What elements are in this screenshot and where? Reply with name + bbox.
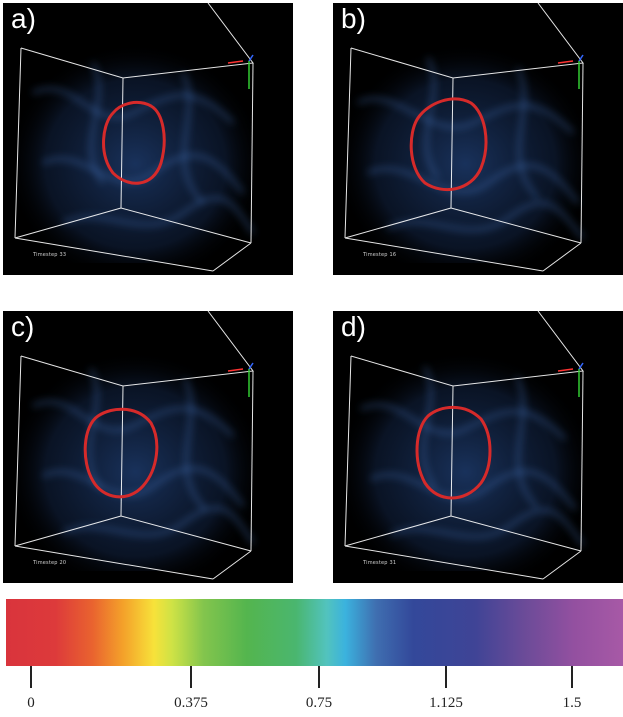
contour-ring <box>102 101 166 185</box>
timestep-label: Timestep 33 <box>33 252 67 258</box>
panel-b: b) Timestep 16 <box>333 3 623 275</box>
contour-ring <box>409 97 488 192</box>
timestep-label: Timestep 16 <box>363 252 397 258</box>
colorbar-tick-label: 0.375 <box>174 695 208 711</box>
panel-c: c) Timestep 20 <box>3 311 293 583</box>
panel-label: d) <box>341 311 366 342</box>
axis-triad <box>227 54 254 89</box>
axis-triad <box>557 54 584 89</box>
colorbar-tick-label: 0.75 <box>305 695 333 711</box>
axis-triad <box>557 362 584 397</box>
colorbar-tick <box>318 666 320 688</box>
timestep-label: Timestep 31 <box>363 560 397 566</box>
colorbar-tick <box>30 666 32 688</box>
panel-d: d) Timestep 31 <box>333 311 623 583</box>
smoke-wisps <box>360 366 585 546</box>
volume-render-d <box>344 311 585 580</box>
panel-a: a) Timestep 33 <box>3 3 293 275</box>
colorbar-tick-label: 1.5 <box>562 695 582 711</box>
panel-label: c) <box>11 311 35 342</box>
panel-label: a) <box>11 3 36 34</box>
volume-render-c <box>14 311 255 580</box>
bounding-box <box>14 311 254 580</box>
volume-render-a <box>14 3 255 272</box>
contour-ring <box>83 407 159 499</box>
colorbar-tick <box>445 666 447 688</box>
colorbar <box>6 599 623 666</box>
contour-ring <box>415 405 492 500</box>
colorbar-tick <box>190 666 192 688</box>
timestep-label: Timestep 20 <box>33 560 67 566</box>
colorbar-tick-label: 1.125 <box>429 695 463 711</box>
smoke-wisps <box>32 62 255 234</box>
axis-triad <box>227 362 254 397</box>
bounding-box <box>344 3 584 272</box>
smoke-wisps <box>32 368 255 544</box>
colorbar-tick <box>571 666 573 688</box>
bounding-box <box>14 3 254 272</box>
volume-render-b <box>344 3 585 272</box>
colorbar-tick-label: 0 <box>27 695 35 711</box>
panel-label: b) <box>341 3 366 34</box>
